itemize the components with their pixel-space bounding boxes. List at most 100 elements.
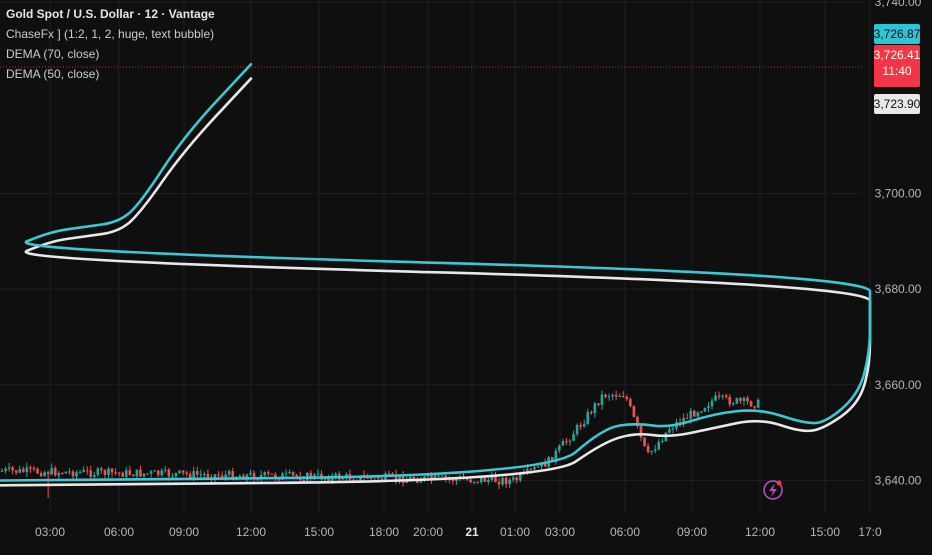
candle-body <box>490 475 494 480</box>
candle-body <box>700 411 703 413</box>
candle-body <box>263 472 266 476</box>
candle-body <box>607 396 611 398</box>
candle-body <box>536 466 540 468</box>
candle-body <box>650 451 653 453</box>
candle-body <box>735 398 739 404</box>
time-tick-label: 15:00 <box>810 525 840 539</box>
candle-body <box>444 475 448 479</box>
candle-body <box>526 469 529 472</box>
candle-body <box>618 396 621 398</box>
candle-body <box>22 468 25 472</box>
time-tick-label: 12:00 <box>236 525 266 539</box>
candle-body <box>565 441 568 443</box>
candle-body <box>29 467 32 469</box>
candle-body <box>181 470 185 473</box>
candle-body <box>146 473 149 475</box>
candle-body <box>43 472 46 477</box>
candle-body <box>18 468 22 473</box>
candle-body <box>316 473 320 475</box>
candle-body <box>408 476 412 480</box>
candle-body <box>121 472 124 477</box>
candle-body <box>14 470 18 473</box>
last-price-badge-text: 3,726.41 <box>874 48 921 62</box>
candle-body <box>199 474 203 476</box>
candle-body <box>661 441 664 443</box>
candle-body <box>93 474 96 477</box>
candle-body <box>380 478 384 480</box>
candle-body <box>32 468 36 470</box>
candle-body <box>309 472 313 479</box>
candle-body <box>479 477 483 483</box>
candle-body <box>487 479 490 482</box>
candle-body <box>511 477 515 480</box>
candle-body <box>4 468 7 471</box>
time-tick-label: 17:0 <box>858 525 882 539</box>
candle-body <box>469 479 472 483</box>
time-tick-label: 20:00 <box>413 525 443 539</box>
candle-body <box>611 394 614 397</box>
candle-body <box>732 403 735 405</box>
candle-body <box>7 467 11 469</box>
candle-body <box>288 472 291 474</box>
candle-body <box>206 473 210 478</box>
candle-body <box>174 472 178 477</box>
candle-body <box>291 472 295 475</box>
candle-body <box>533 467 536 470</box>
candle-body <box>586 412 590 424</box>
candle-body <box>107 468 110 476</box>
candle-body <box>171 476 174 478</box>
candle-body <box>57 472 61 476</box>
candle-body <box>710 400 714 407</box>
indicator-dema50-label[interactable]: DEMA (50, close) <box>6 67 100 81</box>
candle-body <box>71 471 75 477</box>
candle-body <box>600 394 604 405</box>
candle-body <box>100 468 103 471</box>
candle-body <box>274 474 277 479</box>
candle-body <box>519 473 522 481</box>
candle-body <box>249 473 252 475</box>
candle-body <box>440 475 444 477</box>
candle-body <box>643 437 646 446</box>
candle-body <box>590 412 593 414</box>
candle-body <box>756 399 760 408</box>
candle-body <box>203 473 206 475</box>
last-price-badge <box>874 45 920 87</box>
candle-body <box>238 475 242 477</box>
candle-body <box>455 479 458 481</box>
candle-body <box>597 403 600 405</box>
indicator-chasefx-label[interactable]: ChaseFx ] (1:2, 1, 2, huge, text bubble) <box>6 27 215 41</box>
candle-body <box>593 403 597 413</box>
candle-body <box>89 470 93 477</box>
candle-body <box>483 477 487 482</box>
time-tick-label: 15:00 <box>304 525 334 539</box>
candle-body <box>39 473 43 477</box>
candle-body <box>426 474 430 477</box>
candle-body <box>465 479 469 481</box>
candle-body <box>685 418 689 420</box>
candle-body <box>472 481 476 483</box>
candle-body <box>149 471 153 474</box>
price-tick-label: 3,680.00 <box>875 282 922 296</box>
candle-body <box>625 396 629 400</box>
candle-body <box>50 468 53 475</box>
candle-body <box>550 457 554 462</box>
candle-body <box>604 394 607 397</box>
candle-body <box>341 478 345 480</box>
candle-body <box>430 474 433 480</box>
dema70-line <box>0 77 872 487</box>
candle-body <box>629 399 632 407</box>
dema50-line <box>0 62 872 482</box>
candle-body <box>394 474 398 480</box>
lightning-icon[interactable] <box>763 480 783 500</box>
dema70-price-badge <box>874 94 920 114</box>
candle-body <box>192 471 195 479</box>
candle-body <box>224 474 227 478</box>
candle-body <box>494 475 497 482</box>
candle-body <box>334 473 337 476</box>
candle-body <box>451 478 455 481</box>
symbol-title[interactable]: Gold Spot / U.S. Dollar · 12 · Vantage <box>6 7 215 21</box>
candle-body <box>217 474 220 476</box>
indicator-dema70-label[interactable]: DEMA (70, close) <box>6 47 100 61</box>
